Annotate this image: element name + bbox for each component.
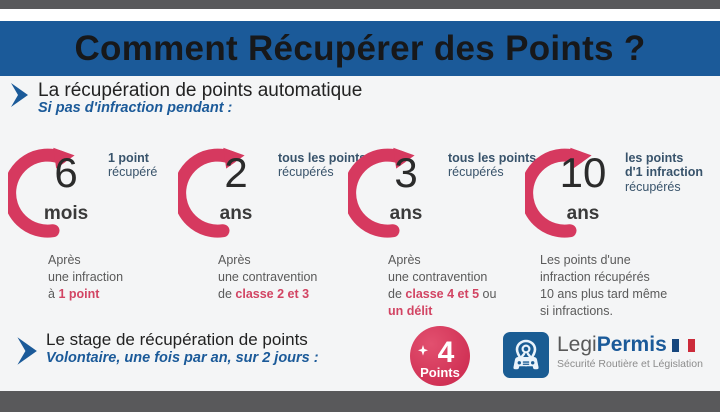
svg-text:Points: Points [420, 365, 460, 380]
